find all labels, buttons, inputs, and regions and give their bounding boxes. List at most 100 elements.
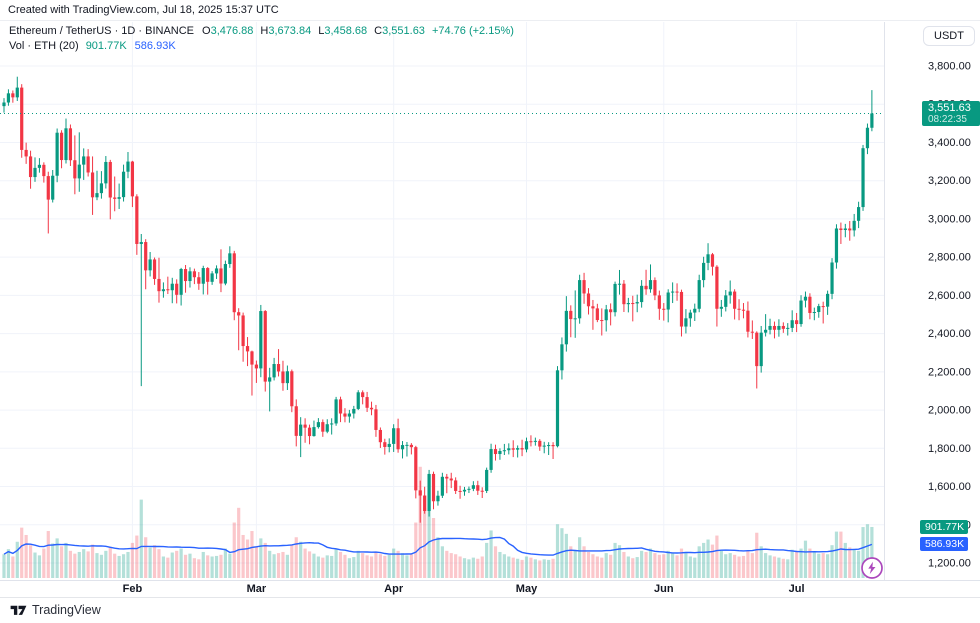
candle-body — [551, 445, 555, 447]
candle-body — [502, 450, 506, 452]
volume-bar — [728, 553, 732, 578]
volume-indicator-title[interactable]: Vol · ETH (20) — [9, 40, 79, 52]
volume-bar — [573, 550, 577, 578]
candle-body — [803, 296, 808, 301]
volume-bar — [839, 531, 843, 578]
price-tick-label: 2,200.00 — [928, 366, 971, 378]
volume-bar — [312, 553, 316, 578]
volume-bar — [99, 554, 104, 578]
volume-bar — [409, 554, 413, 578]
candle-body — [843, 228, 847, 231]
volume-bar — [467, 559, 471, 578]
price-tick-label: 2,400.00 — [928, 328, 971, 340]
candle-body — [741, 309, 746, 311]
candle-body — [170, 283, 174, 291]
symbol-title[interactable]: Ethereum / TetherUS · 1D · BINANCE — [9, 25, 195, 37]
volume-bar — [139, 499, 143, 578]
candle-body — [684, 318, 688, 327]
price-tick-label: 2,800.00 — [928, 252, 971, 264]
candle-body — [529, 441, 533, 443]
candle-body — [454, 480, 458, 491]
volume-bar — [640, 550, 644, 578]
candle-body — [431, 473, 436, 502]
candle-body — [480, 490, 484, 492]
candle-body — [414, 447, 418, 491]
volume-bar — [59, 546, 64, 578]
volume-bar — [281, 551, 285, 578]
volume-bar — [197, 559, 201, 578]
candle-body — [715, 266, 719, 309]
candle-body — [830, 262, 834, 294]
candle-body — [746, 310, 750, 332]
time-tick-label: Apr — [384, 583, 404, 595]
candle-body — [631, 303, 635, 305]
candle-body — [361, 392, 365, 398]
candle-body — [511, 448, 515, 450]
volume-bar — [188, 553, 192, 578]
volume-bar — [206, 555, 210, 578]
tradingview-logo[interactable]: TradingView — [10, 603, 101, 617]
volume-bar — [808, 548, 812, 578]
quick-trade-button[interactable] — [860, 556, 884, 580]
candle-body — [817, 306, 821, 313]
volume-bar — [870, 526, 874, 578]
candle-body — [485, 469, 489, 491]
volume-bar — [764, 553, 768, 578]
volume-bar — [232, 522, 236, 578]
volume-ma-axis-badge: 586.93K — [920, 537, 968, 552]
volume-bar — [396, 550, 400, 578]
candle-body — [710, 254, 715, 267]
time-tick-label: Feb — [122, 583, 143, 595]
candle-body — [241, 315, 245, 347]
candle-body — [210, 273, 214, 282]
volume-bar — [276, 553, 281, 578]
volume-bar — [334, 548, 338, 578]
volume-bar — [95, 553, 99, 578]
last-price-badge: 3,551.63 08:22:35 — [922, 100, 980, 126]
currency-button[interactable]: USDT — [923, 26, 975, 46]
candle-body — [15, 87, 19, 98]
candle-body — [175, 283, 179, 295]
ohlc-low: L3,458.68 — [318, 25, 368, 37]
volume-bar — [383, 555, 387, 578]
volume-bar — [737, 556, 741, 578]
candle-body — [144, 242, 148, 271]
volume-bar — [648, 548, 653, 578]
candle-body — [733, 291, 737, 309]
candle-body — [564, 310, 568, 345]
candle-body — [11, 93, 15, 98]
volume-bar — [595, 556, 599, 578]
candle-body — [799, 300, 803, 325]
candle-body — [657, 295, 661, 309]
candle-body — [254, 364, 258, 369]
volume-bar — [462, 558, 467, 578]
candle-body — [303, 424, 307, 428]
volume-bar — [250, 531, 254, 578]
volume-bar — [741, 555, 746, 578]
volume-bar — [11, 556, 15, 578]
volume-bar — [338, 551, 343, 578]
bar-countdown: 08:22:35 — [928, 113, 967, 125]
volume-bar — [436, 537, 440, 578]
candle-body — [409, 444, 413, 448]
candle-body — [365, 397, 369, 408]
volume-bar — [582, 546, 586, 578]
volume-bar — [352, 557, 356, 578]
chart-canvas[interactable]: 3,800.003,600.003,400.003,200.003,000.00… — [0, 22, 980, 580]
volume-bar — [746, 550, 750, 578]
price-tick-label: 2,000.00 — [928, 405, 971, 417]
volume-bar — [170, 552, 174, 578]
volume-bar — [241, 534, 245, 578]
candle-body — [20, 87, 24, 150]
volume-ma-value: 586.93K — [134, 40, 176, 52]
candle-body — [591, 306, 595, 309]
volume-bar — [400, 553, 405, 578]
time-axis[interactable]: Feb Mar Apr May Jun Jul — [0, 580, 980, 598]
candle-body — [724, 295, 728, 307]
volume-bar — [117, 555, 121, 578]
candle-body — [578, 280, 582, 319]
chart-area[interactable]: 3,800.003,600.003,400.003,200.003,000.00… — [0, 22, 980, 580]
volume-bar — [28, 545, 33, 578]
candle-body — [157, 278, 161, 292]
price-tick-label: 1,200.00 — [928, 558, 971, 570]
